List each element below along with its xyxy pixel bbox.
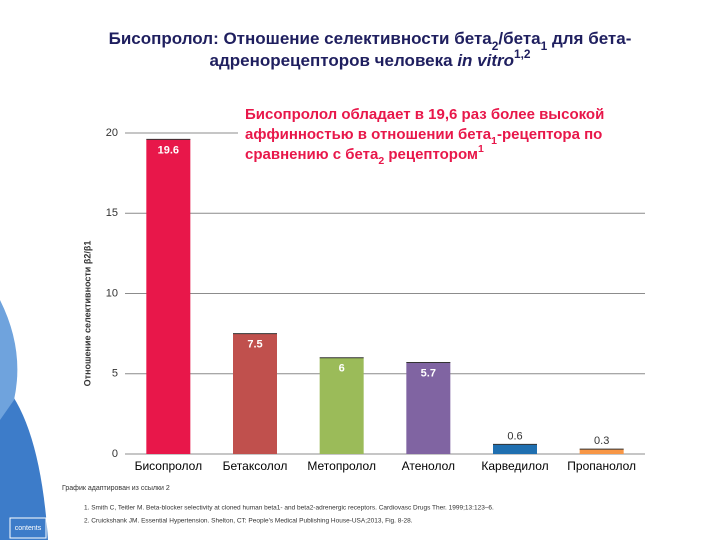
chart-title-part: /бета	[498, 29, 541, 48]
value-label: 0.3	[594, 435, 609, 447]
note: График адаптирован из ссылки 2	[62, 485, 170, 492]
button-label[interactable]: contents	[15, 525, 42, 532]
x-tick-label: Карведилол	[481, 459, 548, 473]
bar	[146, 139, 191, 455]
chart-title: адренорецепторов человека in vitro1,2	[209, 47, 530, 70]
y-tick-label: 15	[106, 207, 118, 219]
bar	[233, 333, 277, 454]
chart-title-part: 2	[492, 39, 499, 53]
chart-title-part: 1,2	[514, 47, 531, 61]
y-axis-label: Отношение селективности β2/β1	[82, 241, 92, 387]
value-label: 6	[339, 363, 345, 375]
bar	[319, 357, 364, 454]
annotation-part: 1	[491, 135, 497, 147]
annotation-part: рецептором	[384, 146, 478, 163]
chart-title-part: Бисопролол: Отношение селективности бета	[109, 29, 493, 48]
x-tick-label: Бисопролол	[135, 459, 203, 473]
x-tick-label: Пропанолол	[567, 459, 636, 473]
chart-title-part: in vitro	[457, 51, 514, 70]
y-tick-label: 0	[112, 448, 118, 460]
value-label: 7.5	[247, 339, 262, 351]
decoration	[0, 380, 48, 540]
annotation-part: -рецептора по	[497, 126, 602, 143]
annotation: сравнению с бета2 рецептором1	[245, 143, 484, 167]
chart-title-part: адренорецепторов человека	[209, 51, 457, 70]
value-label: 19.6	[158, 144, 179, 156]
value-label: 5.7	[421, 367, 436, 379]
annotation-background	[238, 100, 648, 168]
annotation-part: Бисопролол обладает в 19,6 раз более выс…	[245, 106, 604, 123]
y-tick-label: 5	[112, 368, 118, 380]
x-tick-label: Метопролол	[307, 459, 376, 473]
chart-title-part: 1	[541, 39, 548, 53]
reference: 1. Smith C, Teitler M. Beta-blocker sele…	[84, 505, 494, 512]
bar	[406, 362, 451, 454]
annotation-part: 2	[378, 155, 384, 167]
bar	[579, 449, 624, 454]
annotation: аффинностью в отношении бета1-рецептора …	[245, 126, 602, 147]
x-tick-label: Бетаксолол	[223, 459, 288, 473]
annotation-part: аффинностью в отношении бета	[245, 126, 492, 143]
reference: 2. Cruickshank JM. Essential Hypertensio…	[84, 518, 413, 525]
chart-title: Бисопролол: Отношение селективности бета…	[109, 29, 632, 53]
contents-button[interactable]	[9, 517, 47, 539]
y-tick-label: 20	[106, 127, 118, 139]
y-tick-label: 10	[106, 287, 118, 299]
annotation: Бисопролол обладает в 19,6 раз более выс…	[245, 106, 604, 123]
annotation-part: 1	[478, 143, 484, 155]
chart-title-part: для бета-	[547, 29, 631, 48]
decoration	[0, 300, 18, 420]
value-label: 0.6	[507, 430, 522, 442]
bar	[493, 444, 537, 454]
annotation-part: сравнению с бета	[245, 146, 379, 163]
x-tick-label: Атенолол	[402, 459, 455, 473]
